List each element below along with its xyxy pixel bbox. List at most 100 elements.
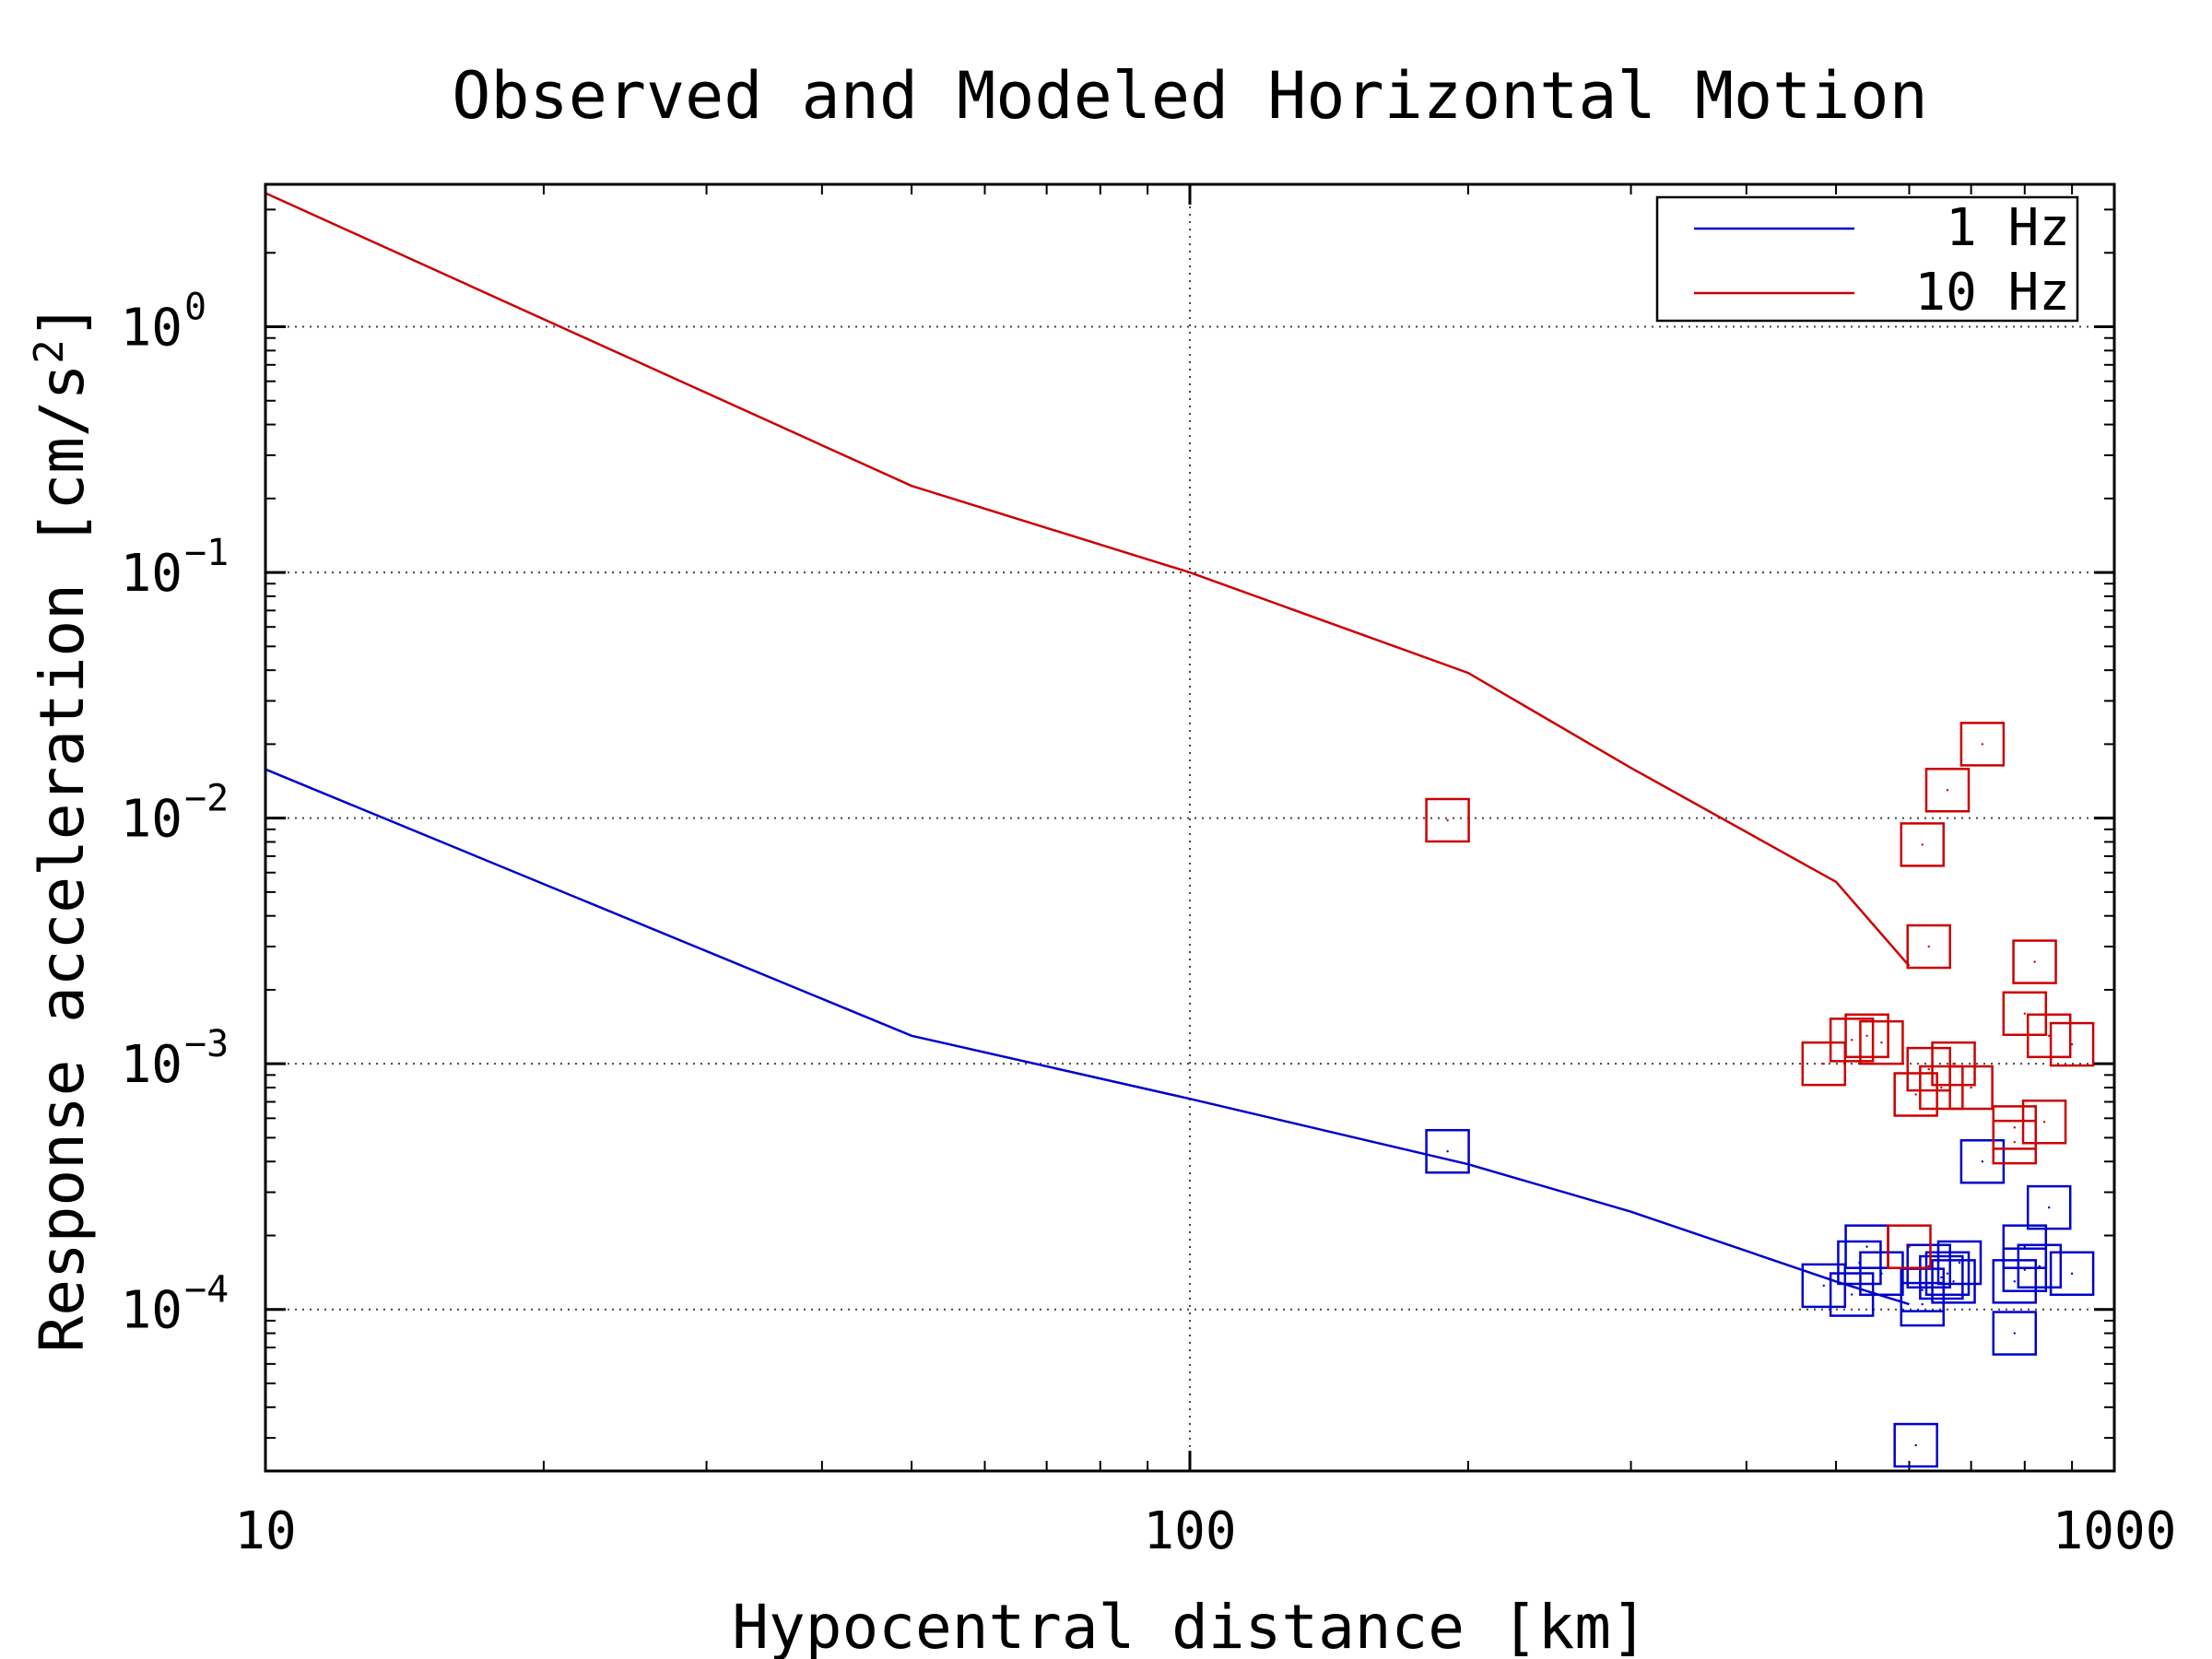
observed-marker-dot <box>2013 1126 2016 1129</box>
observed-marker-dot <box>1921 843 1924 846</box>
y-axis-label-close: ] <box>27 302 98 339</box>
grid-lines <box>265 184 2114 1471</box>
observed-marker <box>1425 1128 1470 1174</box>
legend-box <box>1655 195 2079 323</box>
y-tick-label-exp: −2 <box>184 778 229 820</box>
observed-marker <box>1425 797 1470 843</box>
x-axis-label: Hypocentral distance [km] <box>732 1592 1647 1659</box>
observed-marker-dot <box>1865 1245 1868 1248</box>
observed-marker-dot <box>1952 1062 1955 1065</box>
y-axis-label: Response acceleration [cm/s2] <box>26 302 98 1352</box>
observed-marker-dot <box>1981 743 1984 746</box>
observed-marker-dot <box>1927 1067 1930 1071</box>
y-axis-label-main: Response acceleration [cm/s <box>27 364 98 1353</box>
observed-marker <box>1931 1041 1976 1087</box>
observed-marker <box>1924 1251 1971 1297</box>
observed-marker-dot <box>2042 1121 2046 1124</box>
observed-marker-dot <box>1908 1245 1911 1248</box>
observed-marker <box>1959 1138 2006 1184</box>
observed-marker-dot <box>1981 1160 1984 1163</box>
observed-marker <box>1959 722 2006 767</box>
observed-marker <box>2012 939 2057 984</box>
observed-marker <box>1859 1019 1904 1065</box>
observed-marker <box>1801 1263 1847 1309</box>
observed-markers <box>1425 722 2095 1468</box>
observed-marker <box>2026 1184 2072 1230</box>
y-tick-label-exp: −4 <box>184 1269 229 1312</box>
observed-marker <box>1887 1224 1932 1269</box>
observed-marker-dot <box>2038 1265 2041 1267</box>
observed-marker <box>2049 1021 2095 1067</box>
y-tick-label-base: 10 <box>121 299 182 359</box>
observed-marker-dot <box>1446 818 1449 822</box>
observed-marker-dot <box>2048 1206 2051 1209</box>
observed-marker <box>2021 1099 2067 1145</box>
model-curve-10-hz <box>265 192 1911 967</box>
observed-marker <box>1906 1243 1951 1289</box>
chart-title: Observed and Modeled Horizontal Motion <box>452 58 1927 134</box>
observed-marker <box>1893 1072 1938 1117</box>
y-tick-label-base: 10 <box>121 1035 182 1095</box>
observed-marker <box>2049 1251 2095 1297</box>
observed-marker-dot <box>2023 1245 2026 1248</box>
observed-marker <box>1992 1311 2038 1356</box>
observed-marker-dot <box>1940 1086 1943 1089</box>
observed-marker <box>1900 822 1946 867</box>
observed-marker-dot <box>1927 945 1930 948</box>
observed-marker-dot <box>1970 1086 1972 1089</box>
y-tick-label-exp: −3 <box>184 1023 229 1065</box>
observed-marker-dot <box>2048 1034 2051 1038</box>
observed-marker-dot <box>1822 1062 1825 1065</box>
y-axis-label-exp: 2 <box>26 339 73 364</box>
observed-marker-dot <box>1880 1041 1883 1044</box>
observed-marker <box>1931 1259 1976 1304</box>
y-tick-label-base: 10 <box>121 1281 182 1341</box>
observed-marker-dot <box>2023 1012 2026 1015</box>
model-curve-1-hz <box>265 768 1910 1306</box>
observed-marker <box>1992 1259 2038 1304</box>
observed-marker <box>2017 1243 2063 1289</box>
observed-marker <box>1801 1041 1847 1087</box>
y-tick-label-exp: −1 <box>184 532 229 574</box>
legend-label: 1 Hz <box>1946 198 2070 258</box>
observed-marker-dot <box>1946 789 1949 792</box>
observed-marker-dot <box>1921 1288 1924 1291</box>
observed-marker-dot <box>1940 1276 1943 1279</box>
observed-marker-dot <box>1914 1443 1917 1447</box>
observed-marker <box>1936 1240 1983 1286</box>
y-tick-label-base: 10 <box>121 544 182 604</box>
observed-marker-dot <box>1914 1093 1917 1096</box>
observed-marker <box>1844 1013 1889 1059</box>
observed-marker-dot <box>1446 1150 1449 1153</box>
observed-marker <box>2002 1224 2048 1269</box>
observed-marker-dot <box>1952 1280 1955 1283</box>
observed-marker-dot <box>2013 1280 2016 1283</box>
observed-marker <box>1924 768 1971 813</box>
observed-marker-dot <box>1850 1039 1853 1041</box>
x-tick-label: 10 <box>234 1501 296 1561</box>
observed-marker-dot <box>2023 1268 2026 1271</box>
x-tick-label: 1000 <box>2053 1501 2177 1561</box>
observed-marker-dot <box>1822 1284 1825 1288</box>
x-tick-label: 100 <box>1143 1501 1236 1561</box>
y-tick-label-exp: 0 <box>184 287 206 329</box>
observed-marker-dot <box>2033 960 2036 963</box>
observed-marker <box>1829 1018 1875 1063</box>
legend-label: 10 Hz <box>1914 263 2070 323</box>
observed-marker <box>1893 1422 1938 1468</box>
observed-marker <box>1919 1254 1964 1300</box>
observed-marker <box>2026 1013 2072 1059</box>
observed-marker-dot <box>1958 1261 1961 1265</box>
minor-ticks <box>265 184 2114 1471</box>
observed-marker <box>1859 1251 1904 1297</box>
observed-marker-dot <box>1880 1272 1883 1275</box>
observed-marker <box>1919 1065 1964 1111</box>
model-curves <box>265 192 1911 1306</box>
observed-marker-dot <box>2013 1332 2016 1335</box>
observed-marker-dot <box>2070 1042 2074 1046</box>
observed-marker <box>1948 1065 1994 1111</box>
observed-marker-dot <box>1946 1272 1949 1275</box>
